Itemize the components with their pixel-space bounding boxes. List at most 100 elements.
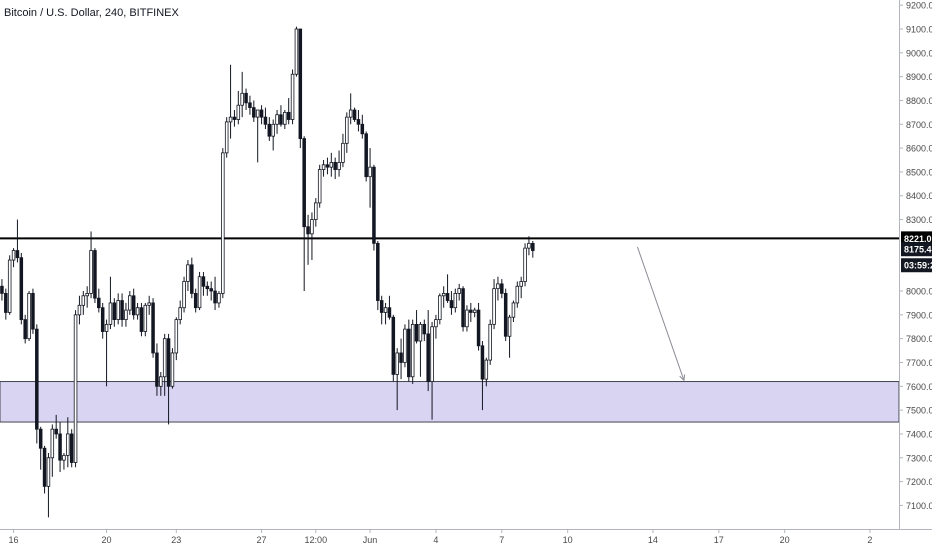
candle-body <box>523 247 527 282</box>
candle-body <box>221 152 225 294</box>
candle <box>240 71 244 118</box>
candle <box>159 372 163 396</box>
price-tick-label: 7300.0 <box>906 453 932 463</box>
price-tick-label: 7600.0 <box>906 382 932 392</box>
candle <box>345 112 349 153</box>
candle-body <box>259 109 264 118</box>
candle-body <box>201 276 206 287</box>
price-tick-label: 8500.0 <box>906 167 932 177</box>
candle <box>503 288 508 342</box>
candle <box>201 271 206 296</box>
candle <box>143 302 148 337</box>
candle <box>131 288 136 320</box>
candle <box>472 307 477 318</box>
price-tick-label: 7500.0 <box>906 406 932 416</box>
candle-body <box>341 142 345 163</box>
candle <box>23 314 27 344</box>
candle-body <box>162 338 167 378</box>
candle-body <box>511 302 516 318</box>
time-tick-label: 4 <box>433 535 438 545</box>
candle-body <box>193 293 198 309</box>
candle-body <box>240 92 244 106</box>
candle <box>356 109 361 132</box>
time-tick-label: 12:00 <box>305 535 328 545</box>
candle <box>69 429 74 468</box>
candle <box>511 300 516 322</box>
candle <box>519 276 523 299</box>
price-tick-label: 8900.0 <box>906 72 932 82</box>
candle <box>15 219 20 263</box>
candle <box>271 119 275 151</box>
candle <box>228 64 233 139</box>
candle-body <box>155 352 159 387</box>
candle-body <box>364 133 368 178</box>
candle-body <box>279 114 283 125</box>
candle <box>352 107 357 122</box>
candle <box>93 248 97 303</box>
candle <box>139 302 144 337</box>
candle-body <box>228 116 233 123</box>
candle <box>178 300 182 325</box>
candle-body <box>379 300 384 313</box>
candle <box>100 302 105 339</box>
candle-body <box>100 307 105 332</box>
time-tick-label: 23 <box>171 535 181 545</box>
time-tick-label: 20 <box>102 535 112 545</box>
candle <box>457 283 461 301</box>
level-price-label: 8221.0 <box>901 231 932 246</box>
candle-body <box>38 428 43 449</box>
candle-body <box>507 316 512 337</box>
price-tick-label: 8600.0 <box>906 144 932 154</box>
candle-body <box>252 107 256 118</box>
candle-body <box>325 164 330 168</box>
candle-body <box>263 116 268 125</box>
candle <box>62 452 66 470</box>
candle-body <box>135 307 140 316</box>
candle <box>515 281 520 308</box>
countdown-label: 03:59:20 <box>901 258 932 273</box>
time-tick-label: 2 <box>867 535 872 545</box>
price-tick-label: 8800.0 <box>906 96 932 106</box>
candle-body <box>97 297 101 309</box>
projection-arrow[interactable] <box>636 246 685 381</box>
candle-body <box>290 73 295 120</box>
candle-body <box>4 293 8 313</box>
candle-body <box>480 345 485 380</box>
candle-body <box>27 293 31 340</box>
candle-body <box>31 293 35 330</box>
candle-body <box>383 307 388 313</box>
candle <box>77 295 82 325</box>
price-tick-label: 9100.0 <box>906 25 932 35</box>
candle-body <box>197 276 202 309</box>
candle <box>120 293 124 327</box>
candle <box>97 288 101 313</box>
candle-body <box>66 433 70 456</box>
candle-body <box>166 338 171 387</box>
candle-body <box>205 285 210 290</box>
candle <box>465 305 469 332</box>
price-tick-label: 8400.0 <box>906 191 932 201</box>
candle-body <box>422 323 427 335</box>
candle <box>54 414 58 439</box>
level-price-label-text: 8221.0 <box>904 234 932 244</box>
candle <box>341 133 345 168</box>
candle <box>193 288 198 313</box>
candle <box>306 214 310 265</box>
candle-body <box>73 314 78 463</box>
candle-body <box>267 123 272 137</box>
candle <box>197 271 202 311</box>
candle <box>337 150 341 177</box>
candle-body <box>302 138 306 228</box>
price-tick-label: 8300.0 <box>906 215 932 225</box>
candle <box>170 348 175 389</box>
time-tick-label: Jun <box>363 535 378 545</box>
last-price-label: 8175.4 <box>901 242 932 257</box>
candle-body <box>151 302 155 354</box>
candle <box>321 160 326 177</box>
candle <box>259 105 264 125</box>
candle <box>232 109 237 127</box>
support-zone[interactable] <box>0 381 900 423</box>
candle <box>461 286 465 332</box>
